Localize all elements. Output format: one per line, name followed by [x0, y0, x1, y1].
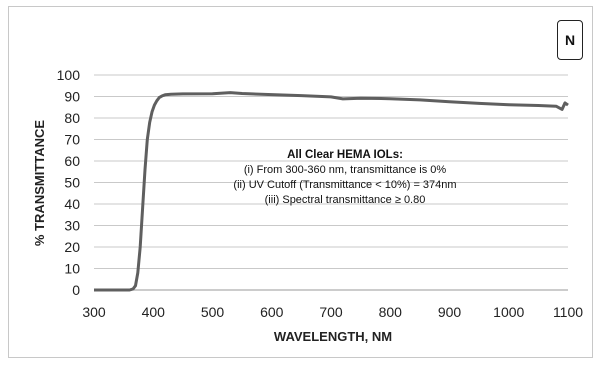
annotation-line-2: (ii) UV Cutoff (Transmittance < 10%) = 3… [233, 179, 456, 191]
x-tick-labels: 300 400 500 600 700 800 900 1000 1100 [82, 304, 583, 320]
y-tick-label: 100 [57, 67, 81, 83]
figure-badge: N [557, 20, 583, 60]
annotation-title: All Clear HEMA IOLs: [287, 149, 403, 161]
x-tick-label: 400 [142, 304, 166, 320]
y-tick-label: 60 [64, 153, 80, 169]
x-tick-label: 700 [319, 304, 343, 320]
y-tick-label: 10 [64, 261, 80, 277]
y-tick-label: 80 [64, 110, 80, 126]
y-tick-labels: 0 10 20 30 40 50 60 70 80 90 100 [57, 67, 81, 298]
x-tick-label: 900 [438, 304, 462, 320]
y-tick-label: 0 [72, 282, 80, 298]
y-tick-label: 40 [64, 196, 80, 212]
y-tick-label: 50 [64, 175, 80, 191]
annotation-line-1: (i) From 300-360 nm, transmittance is 0% [244, 164, 447, 176]
x-tick-label: 1100 [553, 304, 583, 320]
transmittance-series-line [94, 91, 569, 292]
y-tick-label: 30 [64, 218, 80, 234]
y-axis-title: % TRANSMITTANCE [32, 120, 47, 246]
x-axis-title: WAVELENGTH, NM [274, 329, 392, 344]
x-tick-label: 1000 [493, 304, 524, 320]
annotation-line-3: (iii) Spectral transmittance ≥ 0.80 [265, 194, 426, 206]
x-tick-label: 300 [82, 304, 106, 320]
gridlines [94, 74, 568, 291]
y-tick-label: 20 [64, 239, 80, 255]
y-tick-label: 90 [64, 89, 80, 105]
x-tick-label: 600 [260, 304, 284, 320]
x-tick-label: 500 [201, 304, 225, 320]
y-tick-label: 70 [64, 132, 80, 148]
annotation-block: All Clear HEMA IOLs: (i) From 300-360 nm… [233, 149, 456, 206]
x-tick-label: 800 [379, 304, 403, 320]
series-layer [94, 91, 569, 292]
